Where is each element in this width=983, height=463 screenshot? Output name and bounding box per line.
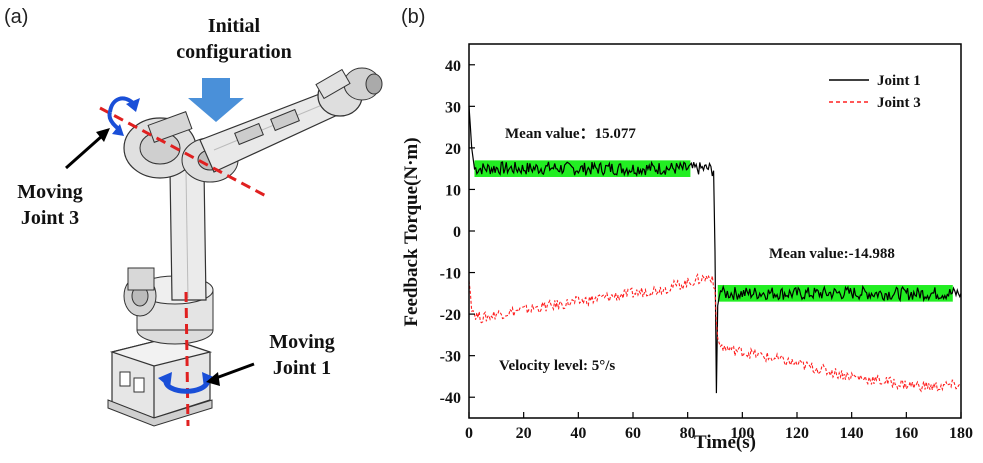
x-tick-label: 180 [949, 425, 973, 442]
initial-config-down-arrow-icon [188, 78, 244, 122]
y-tick-label: -30 [440, 349, 461, 366]
y-tick-label: 40 [445, 58, 461, 75]
y-tick-label: 0 [453, 224, 461, 241]
y-tick-label: -10 [440, 266, 461, 283]
x-tick-label: 60 [625, 425, 641, 442]
annotation-mean-value-1: Mean value：15.077 [505, 126, 636, 142]
torque-chart: 0 20 40 60 80 100 120 140 160 180 403020100-10-20… [401, 43, 973, 453]
joint1-label-line2: Joint 1 [273, 357, 331, 379]
x-tick-label: 40 [570, 425, 586, 442]
robot-lower-arm [169, 169, 207, 301]
annotation-mean-value-2: Mean value:-14.988 [769, 246, 895, 262]
panel-a-robot-figure: (a) [0, 0, 400, 458]
legend-label-joint1: Joint 1 [877, 73, 921, 89]
y-tick-label: 20 [445, 141, 461, 158]
initial-config-label-line1: Initial [208, 15, 261, 37]
x-tick-label: 20 [516, 425, 532, 442]
x-axis-label: Time(s) [694, 432, 756, 453]
y-tick-label: 10 [445, 182, 461, 199]
y-axis-label: Feedback Torque(N·m) [401, 137, 422, 326]
joint1-axis-line [184, 291, 190, 427]
x-tick-label: 0 [465, 425, 473, 442]
y-axis-ticks: 40 30 20 10 0 -10 -20 -30 -40 [440, 58, 475, 407]
y-tick-label: -20 [440, 307, 461, 324]
highlight-band-2 [717, 285, 953, 302]
joint3-rotation-arrow-icon [107, 96, 140, 136]
x-tick-label: 160 [894, 425, 918, 442]
legend: Joint 1 Joint 3 [829, 73, 921, 111]
x-tick-label: 140 [840, 425, 864, 442]
robot-base [107, 337, 213, 427]
joint3-pointer-arrow-icon [65, 128, 110, 170]
joint3-label-line2: Joint 3 [21, 207, 79, 229]
x-tick-label: 120 [785, 425, 809, 442]
panel-b-chart-figure: (b) 0 20 40 60 80 100 120 140 160 180 40 30 20 10 0 -1… [395, 0, 983, 458]
series-line-joint-3 [468, 272, 962, 393]
joint1-pointer-arrow-icon [206, 362, 255, 386]
joint1-label-line1: Moving [269, 331, 335, 353]
panel-a-label: (a) [4, 6, 29, 28]
robot-illustration: Initial configuration Moving Joint 3 Mov… [17, 15, 383, 427]
annotation-velocity-level: Velocity level: 5°/s [499, 358, 615, 374]
y-tick-label: -40 [440, 390, 461, 407]
series-lines [468, 106, 962, 394]
x-axis-ticks: 0 20 40 60 80 100 120 140 160 180 [465, 412, 973, 442]
joint3-label-line1: Moving [17, 181, 83, 203]
x-tick-label: 80 [680, 425, 696, 442]
legend-label-joint3: Joint 3 [877, 95, 921, 111]
x-tick-label: 100 [730, 425, 754, 442]
y-tick-label: 30 [445, 99, 461, 116]
series-line-joint-1 [468, 106, 962, 394]
initial-config-label-line2: configuration [176, 41, 292, 63]
panel-b-label: (b) [401, 6, 426, 28]
robot-wrist [315, 67, 383, 117]
